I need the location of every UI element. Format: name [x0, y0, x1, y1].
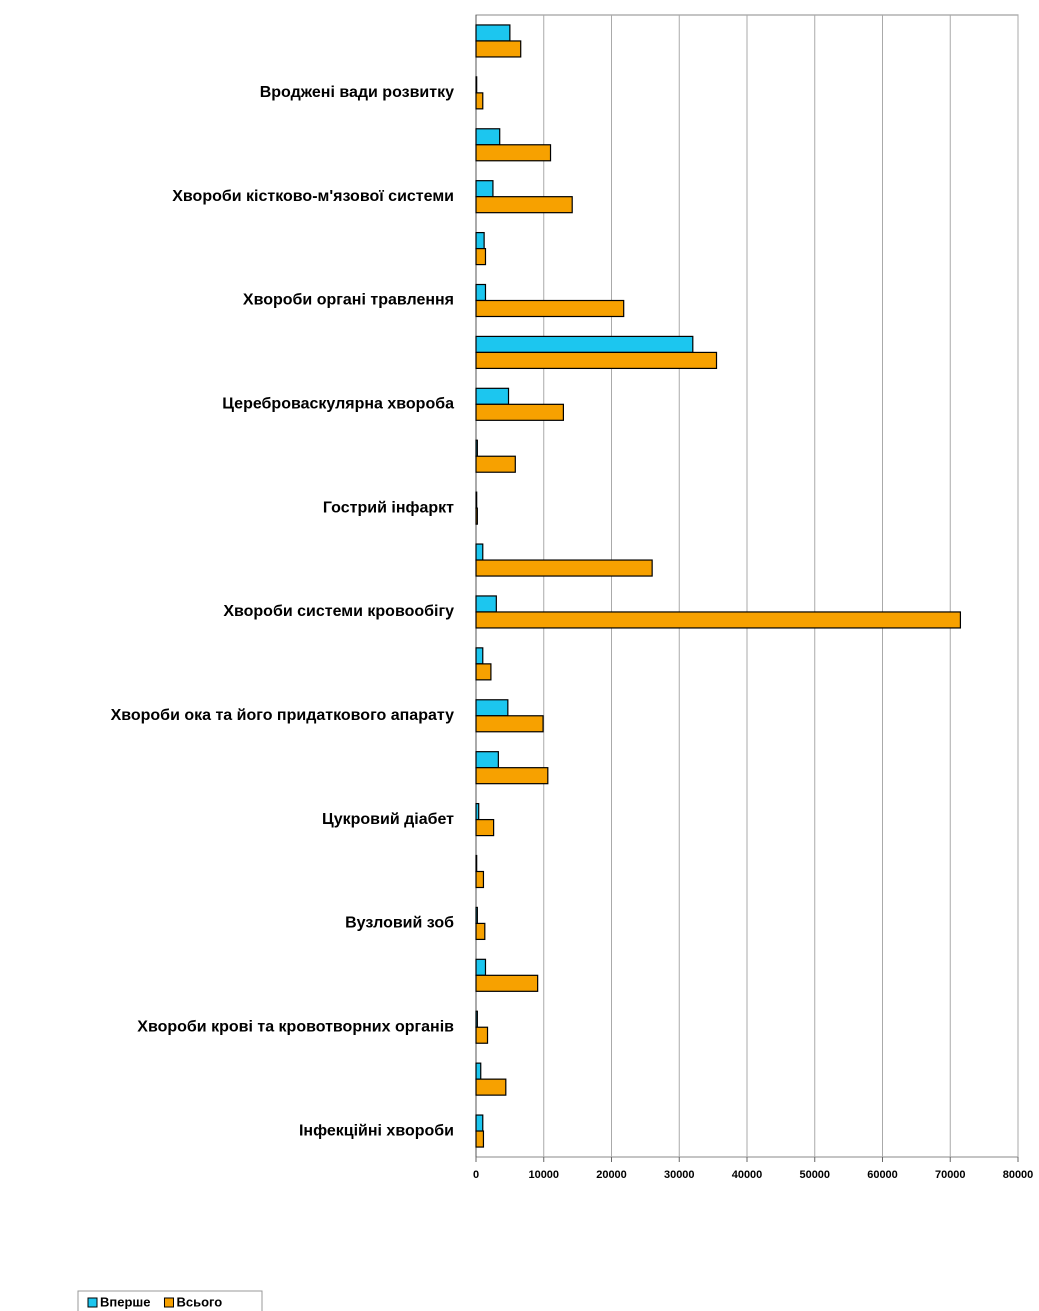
bar [475, 92, 484, 110]
bar [475, 231, 485, 250]
bar [475, 958, 487, 976]
bar [475, 196, 573, 214]
bar [475, 507, 478, 525]
x-tick-label: 40000 [732, 1169, 763, 1181]
legend-swatch [163, 1297, 174, 1308]
bar [475, 663, 492, 681]
category-label: Гострий інфаркт [323, 499, 454, 516]
bar [475, 543, 484, 561]
bar [475, 595, 497, 613]
category-label: Вроджені вади розвитку [260, 84, 454, 101]
bar [475, 906, 478, 925]
bar [475, 559, 653, 577]
x-tick-label: 20000 [596, 1169, 627, 1181]
category-label: Інфекційні хвороби [299, 1122, 454, 1139]
category-label: Хвороби крові та кровотворних органів [137, 1018, 454, 1035]
bar [475, 144, 552, 162]
bar [475, 180, 494, 198]
bar [475, 351, 718, 370]
bar [475, 974, 539, 992]
legend-swatch [87, 1297, 98, 1308]
x-tick-label: 0 [473, 1169, 479, 1181]
bar [475, 854, 478, 873]
bar [475, 403, 564, 421]
x-tick-label: 70000 [935, 1169, 966, 1181]
bar [475, 699, 509, 717]
bar [475, 647, 484, 665]
bar [475, 1010, 478, 1028]
bar [475, 922, 486, 941]
bar [475, 802, 480, 821]
x-tick-label: 30000 [664, 1169, 695, 1181]
bar [475, 818, 495, 837]
bar [475, 715, 544, 733]
bar [475, 1078, 507, 1096]
category-label: Хвороби ока та його придаткового апарату [111, 707, 455, 724]
bar [475, 283, 487, 302]
category-label: Вузловий зоб [345, 915, 454, 932]
category-label: Цереброваскулярна хвороба [222, 396, 454, 413]
bar [475, 611, 962, 629]
bar [475, 1026, 489, 1044]
bar [475, 491, 478, 509]
bar [475, 335, 694, 354]
legend-label: Вперше [100, 1294, 150, 1309]
bar [475, 387, 510, 405]
bar [475, 299, 625, 318]
bar [475, 767, 549, 785]
x-tick-label: 60000 [867, 1169, 898, 1181]
x-tick-label: 50000 [799, 1169, 830, 1181]
category-label: Хвороби органі травлення [243, 292, 454, 309]
bar [475, 247, 487, 266]
bar [475, 870, 485, 889]
x-tick-label: 80000 [1003, 1169, 1034, 1181]
bar [475, 40, 522, 58]
bar [475, 455, 516, 473]
bar [475, 128, 501, 146]
bar [475, 76, 478, 94]
category-label: Цукровий діабет [322, 811, 454, 828]
category-label: Хвороби кістково-м'язової системи [172, 188, 454, 205]
legend-label: Всього [176, 1294, 222, 1309]
x-tick-label: 10000 [528, 1169, 559, 1181]
category-label: Хвороби системи кровообігу [223, 603, 454, 620]
bar [475, 439, 478, 457]
bar [475, 1062, 482, 1080]
bar [475, 751, 499, 769]
bar [475, 1130, 485, 1148]
bar [475, 24, 511, 42]
bar [475, 1114, 484, 1132]
